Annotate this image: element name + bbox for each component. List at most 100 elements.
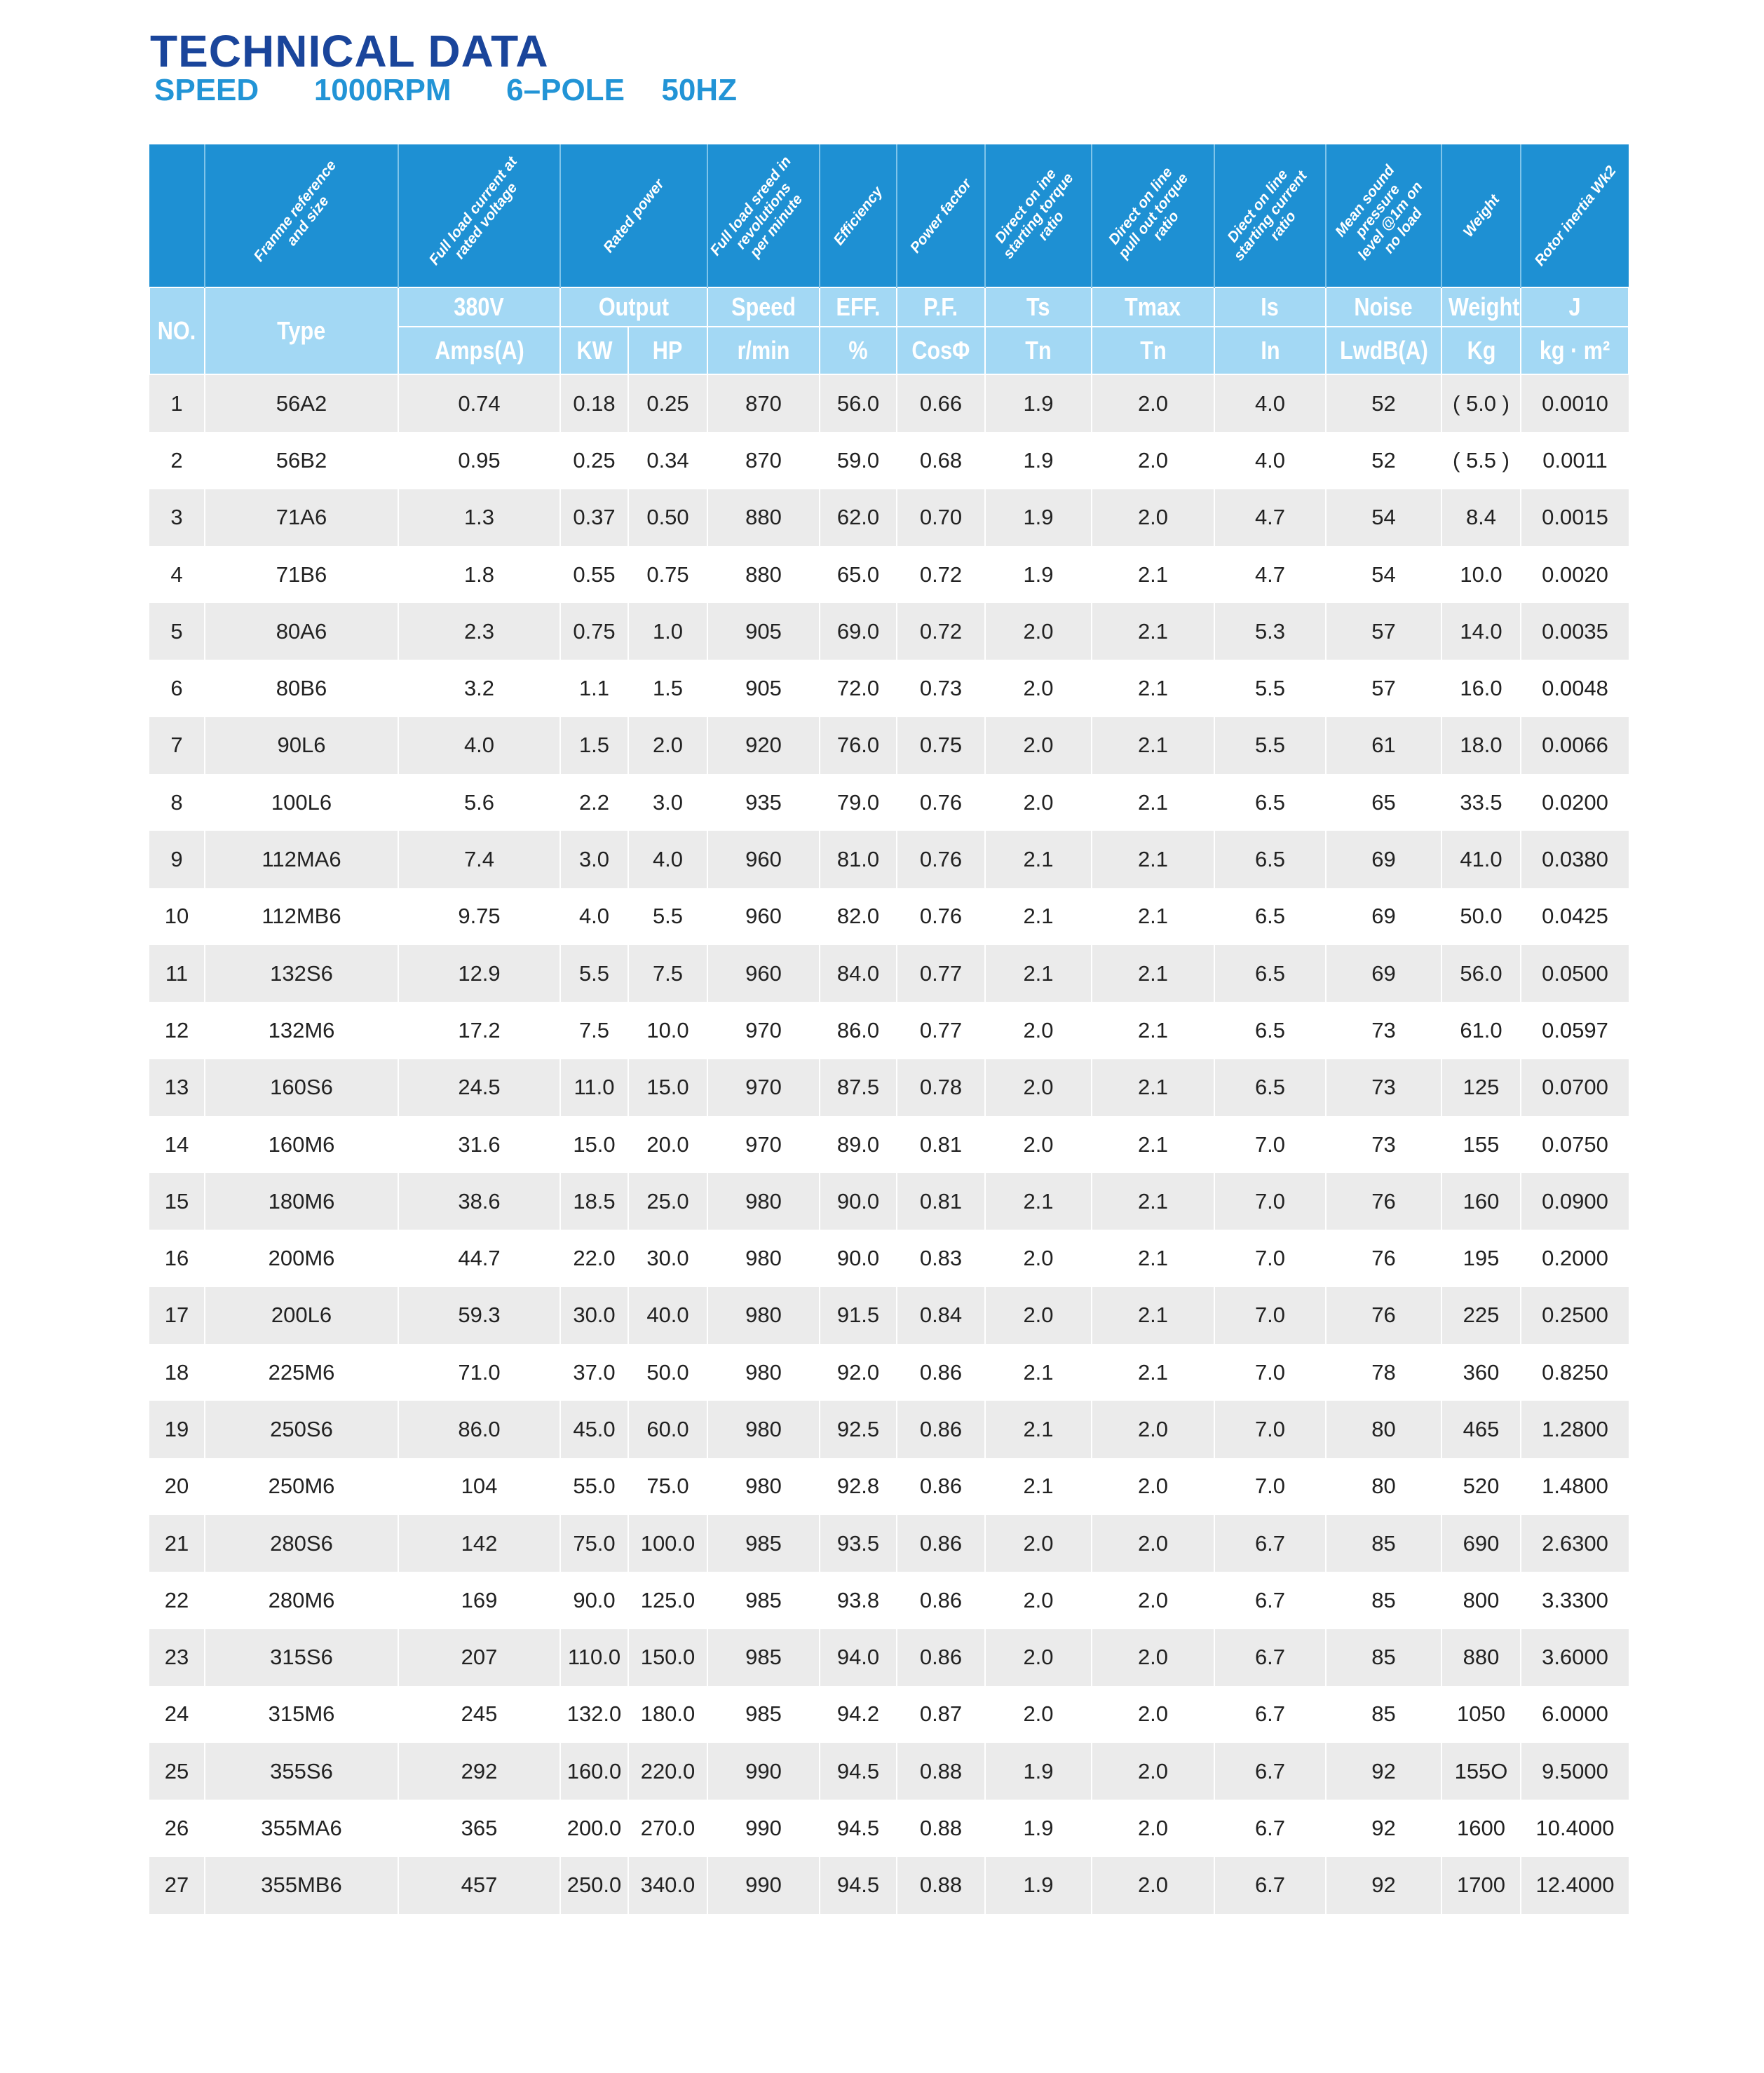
table-cell: 75.0 <box>559 1514 628 1572</box>
table-cell: 155O <box>1441 1743 1521 1800</box>
table-cell: 5.5 <box>1214 660 1326 717</box>
table-cell: 2.0 <box>984 603 1092 660</box>
header-pf: P.F. <box>896 287 986 327</box>
table-cell: 12.9 <box>398 944 560 1002</box>
table-cell: 0.75 <box>627 545 707 604</box>
table-cell: 935 <box>707 774 820 831</box>
table-cell: 0.0500 <box>1520 944 1629 1002</box>
table-cell: 1.9 <box>984 432 1092 489</box>
table-cell: 12.4000 <box>1520 1856 1629 1915</box>
table-cell: 6.7 <box>1214 1629 1326 1686</box>
table-cell: 870 <box>707 374 820 433</box>
table-cell: 92 <box>1325 1856 1441 1915</box>
table-cell: 5 <box>149 603 205 660</box>
table-cell: 2.0 <box>1091 1572 1214 1629</box>
table-cell: 0.25 <box>559 432 628 489</box>
header-weight: Weight <box>1441 287 1521 327</box>
table-cell: 2.1 <box>984 831 1092 888</box>
table-cell: 80 <box>1325 1401 1441 1458</box>
table-cell: 78 <box>1325 1344 1441 1401</box>
table-cell: 16.0 <box>1441 660 1521 717</box>
table-cell: 90L6 <box>204 716 398 775</box>
table-cell: 0.55 <box>559 545 628 604</box>
table-cell: 980 <box>707 1344 820 1401</box>
unit-text: Tn <box>1025 336 1052 365</box>
table-cell: 1.1 <box>559 660 628 717</box>
table-cell: 195 <box>1441 1230 1521 1287</box>
table-cell: 985 <box>707 1629 820 1686</box>
table-cell: 50.0 <box>627 1344 707 1401</box>
header-text: Is <box>1261 292 1280 321</box>
table-cell: 355MA6 <box>204 1800 398 1857</box>
table-cell: 80 <box>1325 1457 1441 1515</box>
table-cell: 18.5 <box>559 1173 628 1230</box>
table-cell: 970 <box>707 1059 820 1116</box>
table-cell: 0.81 <box>896 1115 985 1174</box>
table-cell: 3.2 <box>398 660 560 717</box>
table-row: 9 112MA6 7.4 3.0 4.0 960 81.0 0.76 2.1 2.1 6.5 69 41… <box>149 831 1629 888</box>
page-title: TECHNICAL DATA <box>150 26 549 76</box>
table-cell: 0.25 <box>627 374 707 433</box>
table-cell: 59.3 <box>398 1286 560 1345</box>
table-cell: 85 <box>1325 1629 1441 1686</box>
table-cell: 90.0 <box>559 1572 628 1629</box>
table-row: 26 355MA6 365 200.0 270.0 990 94.5 0.88 1.9 2.0 6.… <box>149 1800 1629 1857</box>
table-cell: 4.0 <box>1214 432 1326 489</box>
table-cell: 86.0 <box>398 1401 560 1458</box>
table-cell: 0.72 <box>896 603 985 660</box>
header-desc-starting-current: Diect on line starting current ratio <box>1214 144 1326 287</box>
table-cell: 2.1 <box>1091 660 1214 717</box>
table-cell: 7.0 <box>1214 1230 1326 1287</box>
table-cell: 57 <box>1325 660 1441 717</box>
header-desc-frame: Franme reference and size <box>204 144 398 287</box>
table-cell: 0.0035 <box>1520 603 1629 660</box>
table-row: 4 71B6 1.8 0.55 0.75 880 65.0 0.72 1.9 2.1 4.7 54 10… <box>149 545 1629 604</box>
table-cell: 85 <box>1325 1514 1441 1572</box>
table-cell: 6.7 <box>1214 1743 1326 1800</box>
table-cell: 990 <box>707 1743 820 1800</box>
table-cell: 2.0 <box>1091 489 1214 546</box>
table-cell: 4.0 <box>398 716 560 775</box>
table-cell: 37.0 <box>559 1344 628 1401</box>
header-type: Type <box>204 287 399 375</box>
table-cell: 24 <box>149 1685 205 1744</box>
table-cell: 0.68 <box>896 432 985 489</box>
header-text: Weight <box>1448 292 1520 321</box>
header-desc-power: Rated power <box>559 144 707 287</box>
table-cell: 0.76 <box>896 831 985 888</box>
table-cell: 10.0 <box>627 1002 707 1059</box>
table-cell: 0.0900 <box>1520 1173 1629 1230</box>
table-cell: 1.9 <box>984 1743 1092 1800</box>
header-desc-pullout-torque: Direct on line pull out torque ratio <box>1091 144 1214 287</box>
table-cell: 69.0 <box>819 603 897 660</box>
table-cell: 360 <box>1441 1344 1521 1401</box>
header-desc-text: Direct on line pull out torque ratio <box>1105 163 1191 261</box>
table-cell: 2 <box>149 432 205 489</box>
table-cell: 520 <box>1441 1457 1521 1515</box>
header-text: Speed <box>731 292 796 321</box>
table-cell: 2.1 <box>1091 944 1214 1002</box>
table-cell: 59.0 <box>819 432 897 489</box>
header-no: NO. <box>149 287 205 375</box>
table-cell: 465 <box>1441 1401 1521 1458</box>
unit-text: Kg <box>1467 336 1495 365</box>
table-cell: 15 <box>149 1173 205 1230</box>
table-cell: 6.5 <box>1214 944 1326 1002</box>
table-cell: 40.0 <box>627 1286 707 1345</box>
table-row: 2 56B2 0.95 0.25 0.34 870 59.0 0.68 1.9 2.0 4.0 52(… <box>149 432 1629 489</box>
table-cell: 150.0 <box>627 1629 707 1686</box>
table-row: 14 160M6 31.6 15.0 20.0 970 89.0 0.81 2.0 2.1 7.0 7… <box>149 1115 1629 1174</box>
table-cell: 0.0048 <box>1520 660 1629 717</box>
table-cell: 3 <box>149 489 205 546</box>
table-cell: 13 <box>149 1059 205 1116</box>
table-cell: 0.50 <box>627 489 707 546</box>
table-cell: 2.0 <box>984 774 1092 831</box>
table-cell: 11.0 <box>559 1059 628 1116</box>
table-cell: 4.0 <box>559 888 628 945</box>
table-cell: 0.8250 <box>1520 1344 1629 1401</box>
table-cell: 1.0 <box>627 603 707 660</box>
table-cell: 4.0 <box>1214 374 1326 433</box>
table-cell: 2.0 <box>1091 374 1214 433</box>
table-cell: 990 <box>707 1800 820 1857</box>
table-cell: 340.0 <box>627 1856 707 1915</box>
